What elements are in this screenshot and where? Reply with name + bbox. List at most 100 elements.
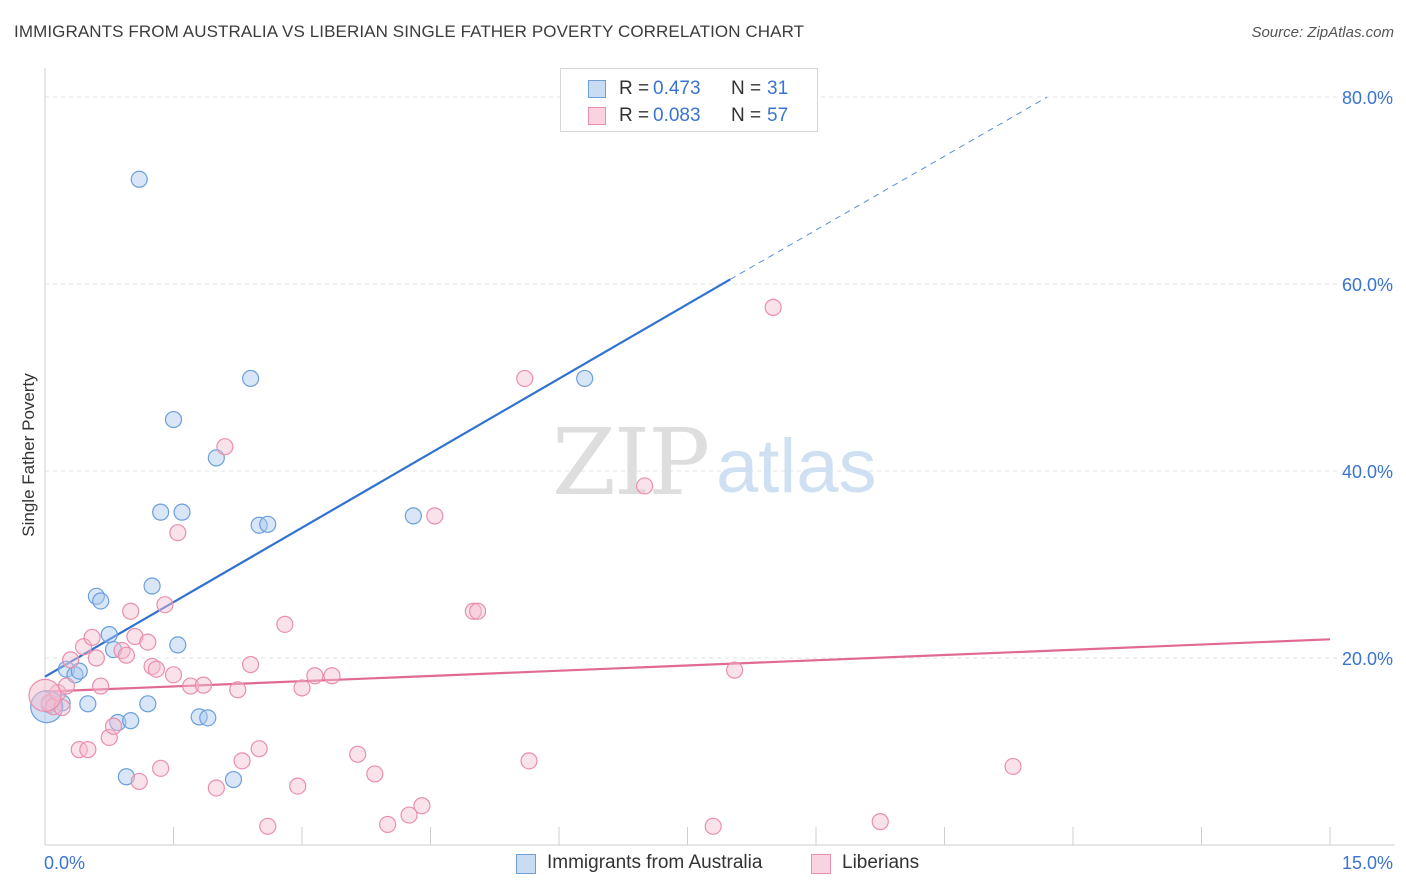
legend-r-label: R = [619,105,650,126]
legend-n-value: 57 [767,105,789,126]
point-liberians [1004,757,1022,776]
point-liberians [216,438,234,456]
point-liberians [379,815,397,834]
point-australia [100,626,118,644]
point-australia [152,503,170,521]
point-liberians [182,677,200,695]
point-liberians [516,369,534,388]
point-liberians [28,678,62,713]
legend-row-liberians: R = 0.083 N = 57 [561,104,817,128]
point-australia [224,770,243,789]
legend-r-label: R = [619,78,650,99]
point-liberians [83,628,101,647]
watermark-zip: ZIP [552,409,708,516]
point-liberians [74,638,93,656]
point-liberians [117,646,135,664]
trend-line-liberians [44,638,1331,693]
point-liberians [636,477,654,495]
point-australia [139,695,157,713]
point-liberians [79,741,97,759]
legend-r-value: 0.083 [653,105,701,126]
watermark-atlas: atlas [716,424,877,509]
point-australia [117,768,135,786]
point-australia [404,507,422,525]
y-tick-label: 40.0% [1342,462,1393,482]
point-australia [199,709,217,727]
y-tick-label: 60.0% [1342,275,1393,295]
point-liberians [276,615,294,633]
legend-n-label: N = [731,105,762,126]
legend-swatch-pink [588,107,606,125]
bottom-legend-label: Immigrants from Australia [547,852,763,873]
point-liberians [426,507,444,525]
point-liberians [169,524,187,542]
point-liberians [469,602,487,620]
point-liberians [250,740,268,758]
point-liberians [400,806,418,824]
bottom-legend-swatch-blue [516,854,536,874]
legend-n-value: 31 [767,78,789,99]
point-liberians [229,681,247,699]
point-liberians [164,666,183,684]
point-liberians [87,649,106,667]
watermark: ZIP atlas [552,409,877,516]
trend-line-australia-extension [730,96,1048,280]
point-australia [57,660,76,678]
point-australia [92,592,110,610]
point-australia [173,503,191,521]
point-liberians [92,677,110,695]
point-liberians [366,765,384,783]
point-liberians [104,717,123,735]
tick-labels: 20.0% 40.0% 60.0% 80.0% 0.0% 15.0% [44,88,1393,873]
source-label: Source: ZipAtlas.com [1251,24,1394,41]
point-australia [164,410,183,429]
point-australia [79,695,97,713]
point-liberians [323,667,341,685]
point-liberians [194,676,213,694]
point-liberians [152,759,170,777]
y-tick-label: 80.0% [1342,88,1393,108]
point-liberians [306,667,324,685]
chart-title: IMMIGRANTS FROM AUSTRALIA VS LIBERIAN SI… [14,22,805,41]
point-liberians [122,602,140,620]
point-australia [143,577,161,595]
point-liberians [242,655,260,674]
point-liberians [764,298,782,316]
x-tick-label: 0.0% [44,853,85,873]
legend-row-australia: R = 0.473 N = 31 [561,77,817,101]
legend-n-label: N = [731,78,762,99]
point-australia [122,712,140,730]
correlation-legend: R = 0.473 N = 31 R = 0.083 N = 57 [560,68,818,132]
point-liberians [147,660,165,678]
trend-lines [44,96,1331,693]
point-australia [250,516,268,534]
bottom-legend-label: Liberians [842,852,920,873]
point-liberians [349,745,367,763]
point-liberians [259,817,277,835]
point-liberians [233,752,251,770]
legend-r-value: 0.473 [653,78,701,99]
point-liberians [139,633,157,651]
point-liberians [520,752,538,770]
point-liberians [464,602,482,620]
point-liberians [704,817,722,835]
point-liberians [293,679,311,697]
point-liberians [726,661,744,679]
point-liberians [62,651,80,669]
point-australia [130,170,148,188]
y-tick-label: 20.0% [1342,649,1393,669]
data-points [28,170,1022,835]
point-liberians [156,596,174,614]
point-australia [190,708,208,726]
point-australia [169,636,187,654]
point-liberians [871,813,889,831]
y-axis-label: Single Father Poverty [19,373,38,537]
point-liberians [100,728,118,747]
legend-swatch-blue [588,80,606,98]
point-liberians [207,779,225,797]
point-liberians [289,777,307,795]
bottom-legend-swatch-pink [811,854,831,874]
point-australia [242,369,260,388]
point-liberians [130,772,148,791]
